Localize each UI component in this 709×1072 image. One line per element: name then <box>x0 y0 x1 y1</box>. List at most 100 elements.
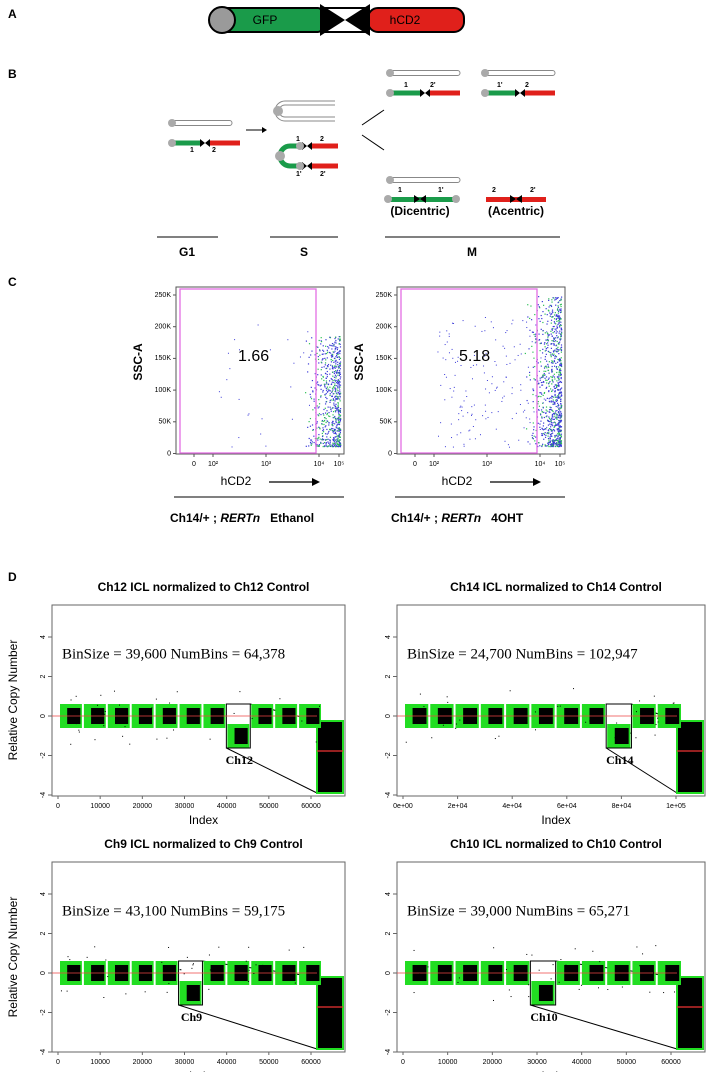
event-dot <box>532 331 534 333</box>
event-dot <box>326 397 328 400</box>
event-dot <box>338 387 340 389</box>
event-dot <box>540 414 542 416</box>
event-dot <box>533 333 535 336</box>
chromatid <box>389 177 461 183</box>
event-dot <box>334 423 336 425</box>
condition-part: 4OHT <box>491 511 524 525</box>
event-dot <box>546 419 549 421</box>
event-dot <box>332 417 334 419</box>
event-dot <box>559 430 561 433</box>
event-dot <box>560 335 562 338</box>
event-dot <box>558 432 560 434</box>
y-tick-label: 100K <box>376 387 393 394</box>
outlier-dot <box>405 741 407 743</box>
event-dot <box>545 353 547 355</box>
outlier-dot <box>124 726 126 728</box>
event-dot <box>541 317 543 320</box>
event-dot <box>560 403 562 405</box>
outlier-dot <box>510 996 512 998</box>
event-dot <box>532 422 534 424</box>
event-dot <box>339 409 341 412</box>
event-dot <box>333 343 335 345</box>
event-dot <box>557 389 559 391</box>
event-dot <box>551 376 553 379</box>
event-dot <box>555 439 557 441</box>
event-dot <box>324 386 326 388</box>
event-dot <box>559 333 562 335</box>
y-tick-label: -4 <box>40 1049 47 1055</box>
event-dot <box>339 429 342 432</box>
event-dot <box>335 398 338 400</box>
event-dot <box>505 332 507 334</box>
event-dot <box>553 354 555 357</box>
event-dot <box>325 441 327 444</box>
event-dot <box>547 445 549 447</box>
event-dot <box>323 379 325 382</box>
event-dot <box>554 425 556 427</box>
y-axis-label: Relative Copy Number <box>6 640 20 761</box>
event-dot <box>332 399 334 401</box>
x-axis-label: Index <box>189 813 218 827</box>
event-dot <box>320 413 322 416</box>
arrowhead <box>312 478 320 486</box>
event-dot <box>549 397 551 399</box>
event-dot <box>558 343 560 345</box>
outlier-dot <box>176 691 178 693</box>
event-dot <box>335 359 337 361</box>
event-dot <box>554 394 556 397</box>
event-dot <box>558 434 560 436</box>
event-dot <box>331 427 333 430</box>
event-dot <box>336 407 338 409</box>
event-dot <box>445 359 447 361</box>
event-dot <box>334 410 336 412</box>
event-dot <box>330 429 332 431</box>
event-dot <box>532 438 534 440</box>
outlier-dot <box>655 945 657 947</box>
event-dot <box>560 299 562 301</box>
event-dot <box>540 395 542 398</box>
event-dot <box>548 383 550 385</box>
outlier-dot <box>655 724 657 726</box>
event-dot <box>320 396 322 398</box>
event-dot <box>537 422 539 424</box>
lox <box>420 195 426 203</box>
event-dot <box>553 314 556 316</box>
event-dot <box>333 372 335 375</box>
outlier-dot <box>66 990 68 992</box>
event-dot <box>537 380 539 382</box>
event-dot <box>543 433 546 436</box>
event-dot <box>334 439 336 441</box>
event-dot <box>557 377 559 379</box>
event-dot <box>326 370 328 373</box>
event-dot <box>534 313 536 316</box>
event-dot <box>548 445 550 448</box>
outlier-dot <box>122 979 124 981</box>
lox-number: 1' <box>296 171 302 178</box>
event-dot <box>495 339 497 341</box>
event-dot <box>556 371 558 374</box>
event-dot <box>546 386 548 388</box>
event-dot <box>551 370 553 372</box>
event-dot <box>332 429 334 432</box>
event-dot <box>535 338 537 340</box>
event-dot <box>338 445 340 448</box>
event-dot <box>545 387 547 389</box>
event-dot <box>320 361 322 363</box>
event-dot <box>539 429 541 431</box>
event-dot <box>548 409 551 411</box>
black-band <box>538 985 553 1001</box>
x-tick-label: 10⁵ <box>555 461 566 468</box>
zoom-line <box>226 747 318 794</box>
event-dot <box>530 305 532 307</box>
event-dot <box>560 400 562 402</box>
event-dot <box>334 445 337 448</box>
y-tick-label: -2 <box>40 752 47 758</box>
outlier-dot <box>649 991 651 993</box>
event-dot <box>558 404 560 407</box>
event-dot <box>456 434 458 436</box>
event-dot <box>329 368 331 370</box>
event-dot <box>537 383 539 385</box>
event-dot <box>308 445 310 447</box>
event-dot <box>552 362 554 364</box>
